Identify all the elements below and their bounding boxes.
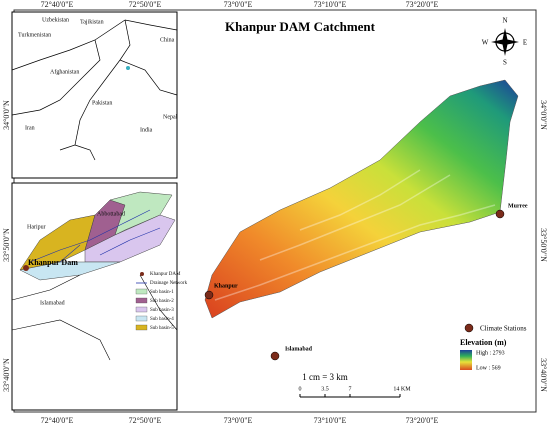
- legend-title: Elevation (m): [460, 338, 507, 347]
- legend-label: Sub basin-1: [150, 290, 174, 295]
- scale-label: 3.5: [321, 386, 329, 392]
- terrain-texture: [214, 169, 496, 301]
- legend-label: Sub basin-4: [150, 317, 174, 322]
- legend-high: High : 2793: [476, 350, 505, 356]
- legend-label: Sub basin-3: [150, 308, 174, 313]
- north-arrow: N S E W: [482, 17, 527, 67]
- axis-label: 72°40'0"E: [41, 416, 74, 425]
- legend-ramp: [460, 350, 472, 370]
- country-inset: Uzbekistan Tajikistan Turkmenistan China…: [11, 11, 178, 179]
- country-label: Afghanistan: [50, 68, 79, 75]
- map-title: Khanpur DAM Catchment: [225, 19, 376, 34]
- bottom-axis: 72°40'0"E 72°50'0"E 73°0'0"E 73°10'0"E 7…: [41, 416, 439, 425]
- axis-label: 33°50'0"N: [539, 228, 548, 262]
- axis-label: 33°40'0"N: [539, 358, 548, 392]
- axis-label: 34°0'0"N: [539, 100, 548, 130]
- station-label: Murree: [508, 203, 528, 209]
- place-label: Khanpur Dam: [28, 258, 78, 267]
- scale-bar: 1 cm = 3 km 0 3.5 7 14 KM: [299, 372, 411, 398]
- axis-label: 73°20'0"E: [406, 416, 439, 425]
- scale-label: 0: [299, 386, 302, 392]
- axis-label: 33°40'0"N: [2, 358, 11, 392]
- country-label: Pakistan: [92, 100, 112, 106]
- basin-legend: Khanpur DAM Drainage Network Sub basin-1…: [135, 272, 188, 331]
- axis-label: 72°40'0"E: [41, 0, 74, 9]
- axis-label: 73°10'0"E: [314, 416, 347, 425]
- station-label: Khanpur: [214, 283, 238, 289]
- left-axis: 34°0'0"N 33°50'0"N 33°40'0"N: [2, 100, 11, 392]
- compass-label: N: [502, 17, 507, 25]
- country-label: China: [160, 37, 175, 43]
- scale-text: 1 cm = 3 km: [302, 372, 348, 382]
- country-label: India: [140, 127, 153, 133]
- scale-label: 7: [349, 386, 352, 392]
- station-legend: Climate Stations: [480, 325, 527, 333]
- axis-label: 73°10'0"E: [314, 0, 347, 9]
- climate-stations: Murree Khanpur Islamabad Climate Station…: [204, 203, 528, 361]
- compass-label: W: [482, 39, 489, 47]
- axis-label: 72°50'0"E: [129, 416, 162, 425]
- compass-label: S: [503, 59, 507, 67]
- station-label: Islamabad: [285, 346, 313, 352]
- axis-label: 73°0'0"E: [224, 416, 253, 425]
- axis-label: 33°50'0"N: [2, 228, 11, 262]
- legend-label: Sub basin-5: [150, 326, 174, 331]
- axis-label: 73°20'0"E: [406, 0, 439, 9]
- basin-inset: Haripur Abbottabad Khanpur Dam Islamabad…: [11, 182, 188, 411]
- elevation-legend: Elevation (m) High : 2793 Low : 569: [460, 338, 507, 371]
- right-axis: 34°0'0"N 33°50'0"N 33°40'0"N: [539, 100, 548, 392]
- catchment-dem: [204, 79, 519, 319]
- axis-label: 73°0'0"E: [224, 0, 253, 9]
- place-label: Haripur: [27, 224, 46, 230]
- compass-label: E: [523, 39, 527, 47]
- country-label: Tajikistan: [80, 19, 104, 25]
- legend-low: Low : 569: [476, 365, 501, 371]
- axis-label: 34°0'0"N: [2, 100, 11, 130]
- legend-label: Khanpur DAM: [150, 272, 181, 277]
- axis-label: 72°50'0"E: [129, 0, 162, 9]
- country-label: Turkmenistan: [18, 32, 51, 38]
- country-label: Iran: [25, 125, 35, 131]
- scale-label: 14 KM: [393, 386, 411, 392]
- legend-label: Sub basin-2: [150, 299, 174, 304]
- top-axis: 72°40'0"E 72°50'0"E 73°0'0"E 73°10'0"E 7…: [41, 0, 439, 9]
- country-label: Uzbekistan: [42, 17, 69, 23]
- place-label: Islamabad: [40, 300, 65, 306]
- legend-label: Drainage Network: [150, 281, 188, 286]
- place-label: Abbottabad: [97, 211, 125, 217]
- country-label: Nepal: [163, 114, 178, 120]
